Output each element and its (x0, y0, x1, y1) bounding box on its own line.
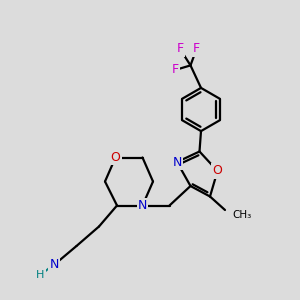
Text: N: N (172, 155, 182, 169)
Text: F: F (193, 42, 200, 56)
Text: H: H (36, 269, 45, 280)
Text: F: F (172, 63, 179, 76)
Text: N: N (138, 199, 147, 212)
Text: F: F (176, 42, 184, 56)
Text: O: O (111, 151, 120, 164)
Text: CH₃: CH₃ (232, 209, 252, 220)
Text: O: O (213, 164, 222, 178)
Text: N: N (49, 257, 59, 271)
